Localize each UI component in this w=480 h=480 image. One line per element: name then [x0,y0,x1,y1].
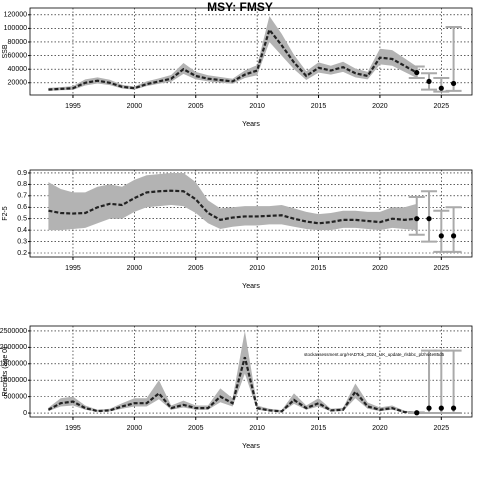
y-tick-label: 1500000 [0,361,27,368]
y-tick-label: 0.2 [17,250,27,257]
median-line [48,189,417,225]
x-tick-label: 2020 [372,425,388,432]
y-tick-label: 40000 [8,66,28,73]
x-axis-label: Years [242,283,260,290]
projection-point [426,405,432,411]
x-tick-label: 2005 [188,425,204,432]
y-tick-label: 80000 [8,39,28,46]
y-tick-label: 1000000 [0,377,27,384]
y-tick-label: 0.6 [17,204,27,211]
x-tick-label: 2015 [311,103,327,110]
x-tick-label: 2000 [127,425,143,432]
y-axis-label: F2-5 [2,206,9,221]
y-tick-label: 0.4 [17,227,27,234]
projection-point [450,233,457,239]
x-tick-label: 1995 [65,103,81,110]
y-tick-label: 0.7 [17,193,27,200]
x-tick-label: 2020 [372,103,388,110]
projection-point [450,80,457,87]
x-tick-label: 2025 [434,265,450,272]
y-tick-label: 120000 [4,12,27,19]
x-tick-label: 1995 [65,425,81,432]
y-tick-label: 0.9 [17,170,27,177]
x-tick-label: 1995 [65,265,81,272]
confidence-band [48,172,417,231]
x-tick-label: 2010 [249,265,265,272]
x-tick-label: 2020 [372,265,388,272]
y-tick-label: 500000 [4,393,27,400]
y-tick-label: 100000 [4,25,27,32]
confidence-band [48,16,417,91]
projection-point [414,216,420,222]
x-tick-label: 2010 [249,425,265,432]
plot-frame [29,325,473,418]
plot-frame [29,169,473,258]
plot-frame [29,7,473,96]
x-tick-label: 2015 [311,265,327,272]
x-axis-label: Years [242,121,260,128]
projection-point [414,69,420,76]
chart-title: MSY: FMSY [207,0,273,14]
y-axis-label: SSB [2,44,9,58]
projection-point [438,233,444,239]
x-tick-label: 2005 [188,265,204,272]
x-tick-label: 2000 [127,103,143,110]
projection-point [414,410,420,416]
y-tick-label: 0 [23,410,27,417]
median-line [47,356,417,414]
projection-point [438,85,444,91]
y-tick-label: 0.3 [17,238,27,245]
y-axis-label: Recruits (age 0) [2,347,9,397]
x-tick-label: 2025 [434,425,450,432]
y-tick-label: 0.8 [17,181,27,188]
x-tick-label: 2025 [434,103,450,110]
projection-point [450,405,457,411]
y-tick-label: 0.5 [17,216,27,223]
annotation: stockassessment.org/HADTok_2024_UK_updat… [304,352,445,357]
y-tick-label: 2500000 [0,328,27,335]
x-axis-label: Years [242,443,260,450]
projection-point [426,216,432,222]
x-tick-label: 2005 [188,103,204,110]
y-tick-label: 2000000 [0,344,27,351]
x-tick-label: 2015 [311,425,327,432]
projection-point [438,405,444,411]
x-tick-label: 2010 [249,103,265,110]
y-tick-label: 20000 [8,80,28,87]
y-tick-label: 60000 [8,52,28,59]
projection-point [426,78,432,85]
median-line [48,27,418,91]
x-tick-label: 2000 [127,265,143,272]
